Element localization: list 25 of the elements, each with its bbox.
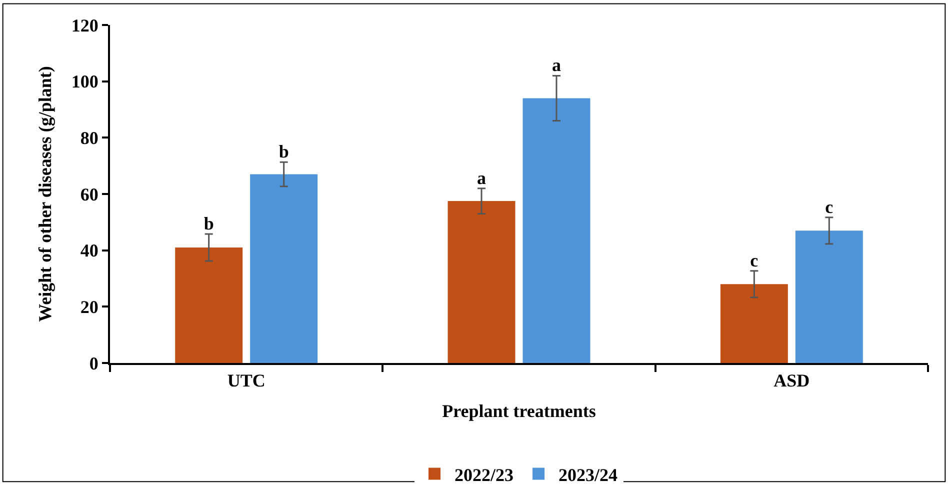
y-tick-label: 100 — [71, 72, 98, 92]
y-tick-label: 20 — [80, 296, 98, 317]
data-label: c — [825, 196, 834, 217]
x-tick-label: UTC — [227, 370, 266, 391]
data-label: a — [477, 168, 486, 188]
y-tick-label: 40 — [80, 240, 98, 261]
legend-label: 2022/23 — [454, 464, 514, 485]
y-tick-label: 120 — [71, 15, 98, 36]
y-tick-label: 0 — [89, 353, 98, 374]
bar — [448, 201, 516, 363]
bar — [250, 174, 318, 363]
data-label: a — [552, 55, 561, 76]
bar — [522, 98, 590, 363]
y-axis-title: Weight of other diseases (g/plant) — [35, 66, 56, 322]
bar — [720, 284, 788, 363]
legend-label: 2023/24 — [558, 464, 618, 485]
y-tick-label: 80 — [80, 128, 98, 148]
x-axis-title: Preplant treatments — [442, 401, 596, 422]
bar — [795, 230, 863, 363]
y-tick-label: 60 — [80, 184, 98, 204]
data-label: b — [204, 214, 214, 234]
bar — [175, 248, 243, 363]
data-label: c — [750, 250, 758, 270]
x-tick-label: ASD — [774, 370, 810, 391]
data-label: b — [278, 142, 289, 162]
